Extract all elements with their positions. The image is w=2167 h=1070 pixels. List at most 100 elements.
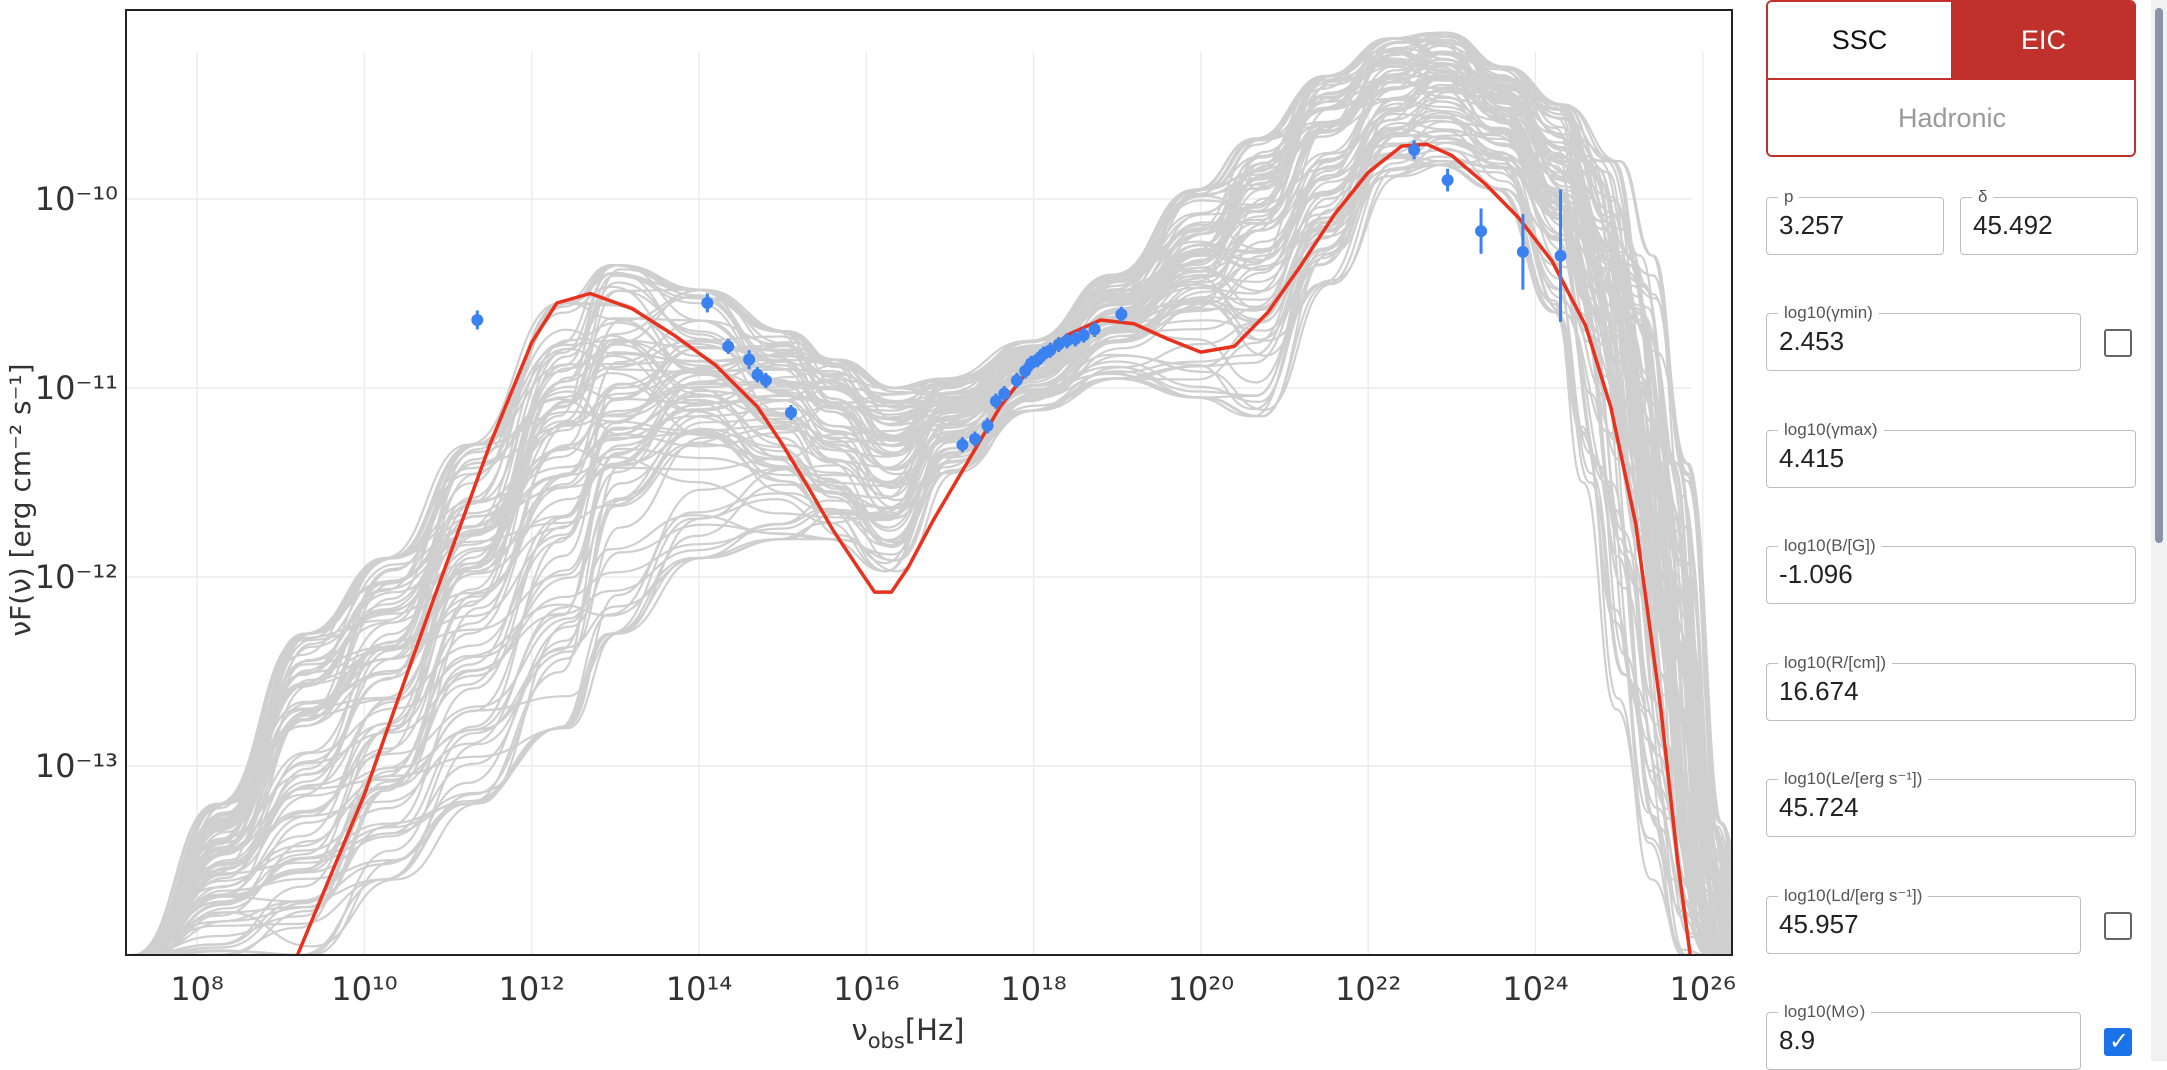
log-b-label: log10(B/[G]) xyxy=(1778,536,1882,556)
posterior-sample-curve xyxy=(132,163,1708,955)
data-marker xyxy=(701,296,714,309)
log-m-field[interactable]: log10(M⊙) xyxy=(1766,1002,2081,1070)
log-gamma-min-field[interactable]: log10(γmin) xyxy=(1766,303,2081,371)
data-point xyxy=(998,386,1011,402)
log-r-field[interactable]: log10(R/[cm]) xyxy=(1766,653,2136,721)
posterior-sample-curve xyxy=(141,130,1732,955)
posterior-sample-curve xyxy=(133,76,1714,955)
data-point xyxy=(1010,372,1023,388)
posterior-sample-curve xyxy=(137,114,1727,955)
scrollbar-thumb[interactable] xyxy=(2155,8,2163,543)
log-b-input[interactable] xyxy=(1767,559,2135,590)
y-axis-label: νF(ν) [erg cm⁻² s⁻¹] xyxy=(4,363,37,636)
posterior-sample-curve xyxy=(141,31,1732,955)
data-marker xyxy=(1516,245,1529,258)
log-gamma-min-input[interactable] xyxy=(1767,326,2080,357)
data-point xyxy=(1475,208,1488,254)
posterior-sample-curve xyxy=(143,121,1732,955)
delta-field[interactable]: δ xyxy=(1960,187,2138,255)
log-gamma-max-field[interactable]: log10(γmax) xyxy=(1766,420,2136,488)
p-label: p xyxy=(1778,187,1800,207)
data-points xyxy=(471,140,1567,453)
data-marker xyxy=(1441,174,1454,187)
delta-input[interactable] xyxy=(1961,210,2137,241)
data-marker xyxy=(1408,143,1421,156)
posterior-sample-curve xyxy=(138,65,1731,955)
posterior-sample-curve xyxy=(140,131,1732,955)
log-ld-field[interactable]: log10(Ld/[erg s⁻¹]) xyxy=(1766,886,2081,954)
y-tick-label: 10⁻¹² xyxy=(35,558,118,596)
posterior-sample-curve xyxy=(139,132,1731,955)
posterior-sample-curve xyxy=(141,31,1732,955)
x-tick-label: 10²⁶ xyxy=(1670,970,1736,1008)
posterior-sample-curve xyxy=(144,156,1732,955)
data-point xyxy=(1441,168,1454,192)
data-point xyxy=(471,310,484,330)
y-tick-labels: 10⁻¹⁰ 10⁻¹¹ 10⁻¹² 10⁻¹³ xyxy=(35,180,118,785)
sed-chart: 10⁸ 10¹⁰ 10¹² 10¹⁴ 10¹⁶ 10¹⁸ 10²⁰ 10²² 10²⁴ 10²⁶ … xyxy=(4,9,1736,1053)
x-tick-label: 10¹² xyxy=(498,970,564,1008)
posterior-sample-curve xyxy=(133,59,1714,955)
posterior-sample-curve xyxy=(140,159,1732,955)
plot-frame xyxy=(125,9,1733,956)
x-tick-label: 10¹⁸ xyxy=(1000,970,1066,1008)
posterior-sample-curve xyxy=(132,109,1709,955)
data-marker xyxy=(1077,329,1090,342)
delta-label: δ xyxy=(1972,187,1994,207)
data-point xyxy=(784,405,797,421)
log-le-label: log10(Le/[erg s⁻¹]) xyxy=(1778,769,1929,789)
eic-button[interactable]: EIC xyxy=(1951,2,2134,80)
y-tick-label: 10⁻¹⁰ xyxy=(35,180,118,218)
data-point xyxy=(969,431,982,447)
data-point xyxy=(701,293,714,313)
log-le-input[interactable] xyxy=(1767,792,2135,823)
log-b-field[interactable]: log10(B/[G]) xyxy=(1766,536,2136,604)
data-point xyxy=(722,338,735,354)
model-selector: SSC EIC Hadronic xyxy=(1766,0,2136,157)
check-icon: ✓ xyxy=(2109,1027,2130,1055)
data-point xyxy=(956,437,969,453)
data-point xyxy=(1077,327,1090,343)
posterior-sample-curve xyxy=(135,141,1717,955)
log-gamma-min-checkbox[interactable] xyxy=(2104,329,2132,357)
log-m-checkbox[interactable]: ✓ xyxy=(2104,1027,2132,1056)
log-le-field[interactable]: log10(Le/[erg s⁻¹]) xyxy=(1766,769,2136,837)
data-point xyxy=(759,372,772,388)
y-tick-label: 10⁻¹³ xyxy=(35,747,118,785)
hadronic-button[interactable]: Hadronic xyxy=(1768,80,2134,155)
data-marker xyxy=(784,406,797,419)
log-ld-checkbox[interactable] xyxy=(2104,912,2132,940)
log-r-input[interactable] xyxy=(1767,676,2135,707)
data-marker xyxy=(989,395,1002,408)
log-m-input[interactable] xyxy=(1767,1025,2080,1056)
p-input[interactable] xyxy=(1767,210,1943,241)
log-gamma-max-input[interactable] xyxy=(1767,443,2135,474)
x-tick-label: 10¹⁴ xyxy=(666,970,732,1008)
data-marker xyxy=(1010,374,1023,387)
data-marker xyxy=(998,387,1011,400)
scrollbar[interactable] xyxy=(2151,0,2167,1061)
data-marker xyxy=(1554,249,1567,262)
posterior-sample-curve xyxy=(142,38,1732,955)
posterior-sample-curve xyxy=(138,133,1730,955)
data-marker xyxy=(743,353,756,366)
posterior-sample-curve xyxy=(143,70,1732,955)
log-r-label: log10(R/[cm]) xyxy=(1778,653,1893,673)
posterior-sample-curve xyxy=(144,40,1732,955)
data-marker xyxy=(722,340,735,353)
posterior-sample-curve xyxy=(139,98,1731,955)
ssc-button[interactable]: SSC xyxy=(1768,2,1951,80)
posterior-sample-curve xyxy=(137,129,1725,955)
data-marker xyxy=(1475,225,1488,238)
x-tick-label: 10¹⁰ xyxy=(331,970,397,1008)
x-tick-label: 10²⁴ xyxy=(1502,970,1568,1008)
p-field[interactable]: p xyxy=(1766,187,1944,255)
posterior-samples xyxy=(132,31,1732,955)
data-point xyxy=(1408,140,1421,160)
posterior-sample-curve xyxy=(139,137,1732,955)
posterior-sample-curve xyxy=(142,34,1732,955)
log-ld-input[interactable] xyxy=(1767,909,2080,940)
data-marker xyxy=(981,419,994,432)
x-tick-labels: 10⁸ 10¹⁰ 10¹² 10¹⁴ 10¹⁶ 10¹⁸ 10²⁰ 10²² 10²⁴ 10²⁶ xyxy=(170,970,1736,1008)
data-point xyxy=(743,350,756,370)
